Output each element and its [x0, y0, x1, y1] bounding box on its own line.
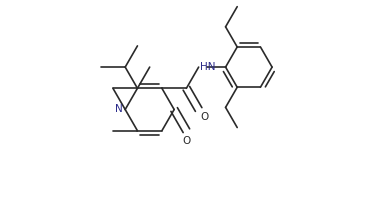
Text: O: O — [201, 112, 209, 122]
Text: N: N — [115, 104, 123, 115]
Text: O: O — [182, 136, 191, 146]
Text: HN: HN — [200, 62, 216, 72]
